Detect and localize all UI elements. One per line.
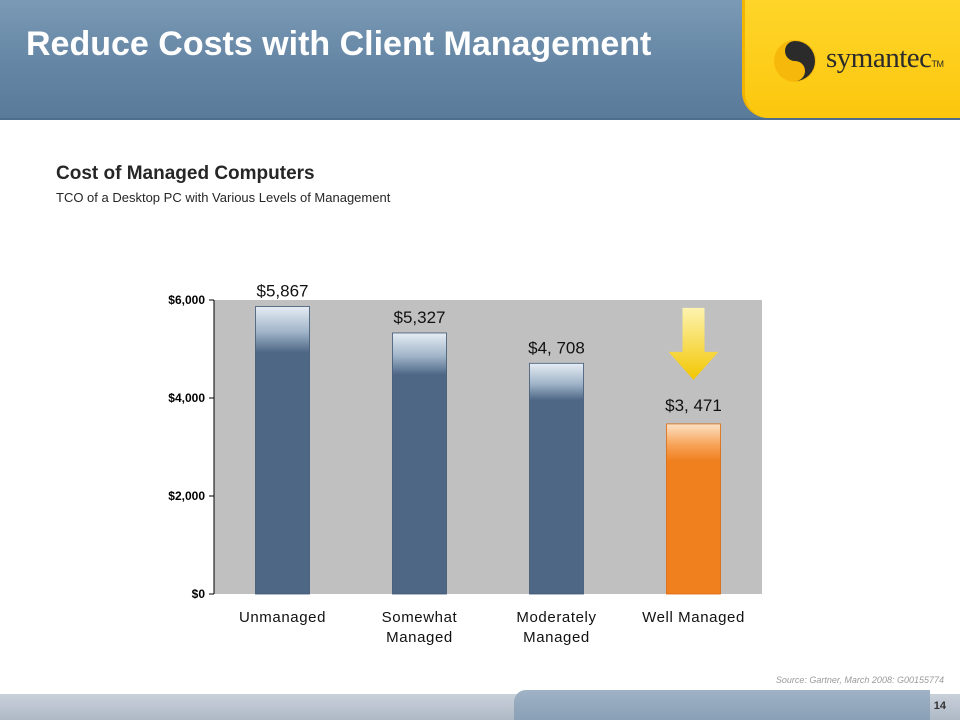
page-number: 14 [933, 700, 946, 712]
x-category-label: Moderately Managed [516, 609, 596, 646]
data-label: $5,327 [394, 308, 446, 327]
trademark: TM [931, 59, 945, 69]
bar [529, 362, 584, 595]
bar [255, 306, 310, 595]
x-category-label: Unmanaged [239, 609, 326, 626]
source-citation: Source: Gartner, March 2008: G00155774 [775, 675, 944, 685]
y-tick-label: $6,000 [168, 293, 205, 307]
x-category-label: Somewhat Managed [382, 609, 458, 646]
down-arrow-icon [668, 307, 719, 380]
data-label: $4, 708 [528, 338, 585, 357]
footer-tab [514, 690, 930, 720]
bar-highlight [666, 423, 721, 595]
y-tick-label: $2,000 [168, 489, 205, 503]
data-label: $3, 471 [665, 396, 722, 415]
slide-title: Reduce Costs with Client Management [26, 25, 652, 63]
symantec-swirl-icon [774, 40, 816, 82]
chart-subtitle: TCO of a Desktop PC with Various Levels … [56, 190, 391, 205]
bar [392, 332, 447, 595]
y-tick-label: $4,000 [168, 391, 205, 405]
x-category-label: Well Managed [642, 609, 745, 626]
symantec-logo-text: symantecTM [826, 42, 945, 74]
y-tick-label: $0 [192, 587, 206, 601]
chart-title: Cost of Managed Computers [56, 163, 315, 184]
data-label: $5,867 [257, 282, 309, 301]
header-divider [0, 118, 960, 120]
